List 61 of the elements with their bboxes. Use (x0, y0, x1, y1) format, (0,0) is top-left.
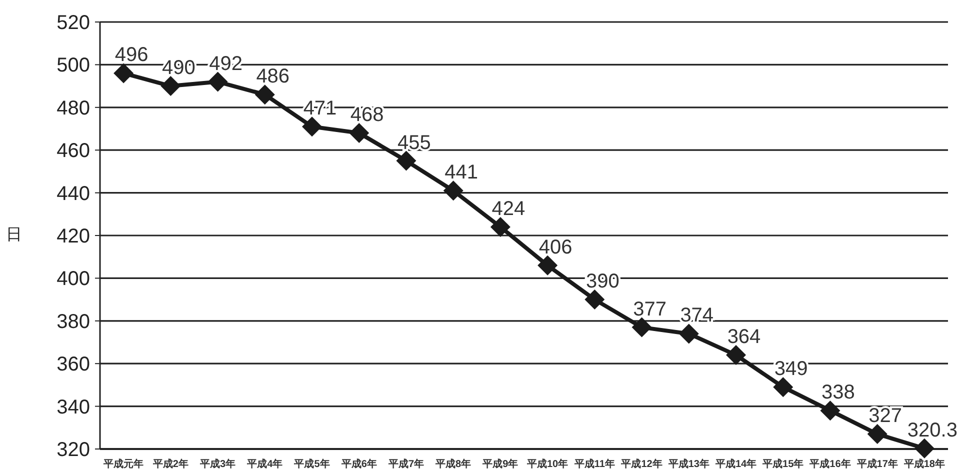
point (538, 255, 558, 276)
data-label: 424 (492, 198, 526, 220)
data-label: 455 (398, 132, 431, 154)
x-tick-label: 平成12年 (620, 458, 662, 470)
x-tick-label: 平成9年 (482, 458, 518, 470)
data-label: 349 (774, 358, 808, 380)
x-tick-label: 平成7年 (387, 458, 424, 470)
x-tick-label: 平成元年 (102, 458, 144, 470)
x-tick-label: 平成10年 (526, 458, 568, 470)
point (632, 317, 652, 338)
x-tick-label: 平成18年 (902, 458, 946, 470)
point (678, 324, 699, 344)
point (820, 400, 840, 421)
data-label: 377 (633, 298, 666, 320)
data-label: 441 (444, 162, 478, 184)
data-label: 496 (114, 44, 148, 66)
point (160, 76, 181, 96)
data-label: 486 (256, 66, 290, 88)
data-label: 406 (538, 236, 572, 258)
x-tick-label: 平成3年 (198, 458, 236, 470)
x-tick-label: 平成8年 (434, 458, 472, 470)
data-label: 468 (350, 104, 384, 126)
y-tick-label: 460 (56, 140, 90, 162)
point (349, 123, 370, 144)
x-tick-label: 平成14年 (714, 458, 757, 470)
point (208, 72, 228, 92)
x-tick-label: 平成2年 (152, 458, 188, 470)
point (773, 377, 794, 398)
point (867, 424, 888, 444)
y-tick-label: 500 (56, 54, 90, 77)
point (254, 84, 275, 105)
x-tick-label: 平成11年 (573, 458, 615, 470)
data-label: 327 (868, 405, 902, 428)
point (302, 116, 322, 137)
y-tick-label: 520 (56, 12, 90, 34)
y-tick-label: 480 (56, 97, 90, 120)
y-tick-label: 440 (56, 182, 90, 205)
data-label: 364 (727, 326, 761, 348)
y-tick-label: 420 (56, 226, 90, 248)
y-tick-label: 400 (56, 268, 90, 290)
x-tick-label: 平成16年 (808, 458, 851, 470)
data-label: 320.3 (907, 419, 958, 442)
y-axis-title: 日 (6, 226, 22, 244)
y-tick-label: 320 (56, 439, 90, 461)
point (726, 345, 746, 366)
y-tick-label: 380 (56, 310, 90, 333)
point (443, 180, 464, 201)
data-label: 338 (822, 382, 855, 404)
x-tick-label: 平成4年 (246, 458, 283, 470)
x-tick-label: 平成17年 (856, 458, 898, 470)
y-tick-label: 360 (56, 354, 90, 376)
point (914, 438, 934, 458)
x-tick-label: 平成13年 (667, 458, 710, 470)
x-tick-label: 平成15年 (762, 458, 804, 470)
point (490, 216, 510, 237)
point (114, 63, 134, 84)
point (584, 290, 605, 310)
x-tick-label: 平成6年 (340, 458, 377, 470)
point (396, 150, 416, 171)
x-tick-label: 平成5年 (293, 458, 330, 470)
y-tick-label: 340 (56, 396, 90, 418)
